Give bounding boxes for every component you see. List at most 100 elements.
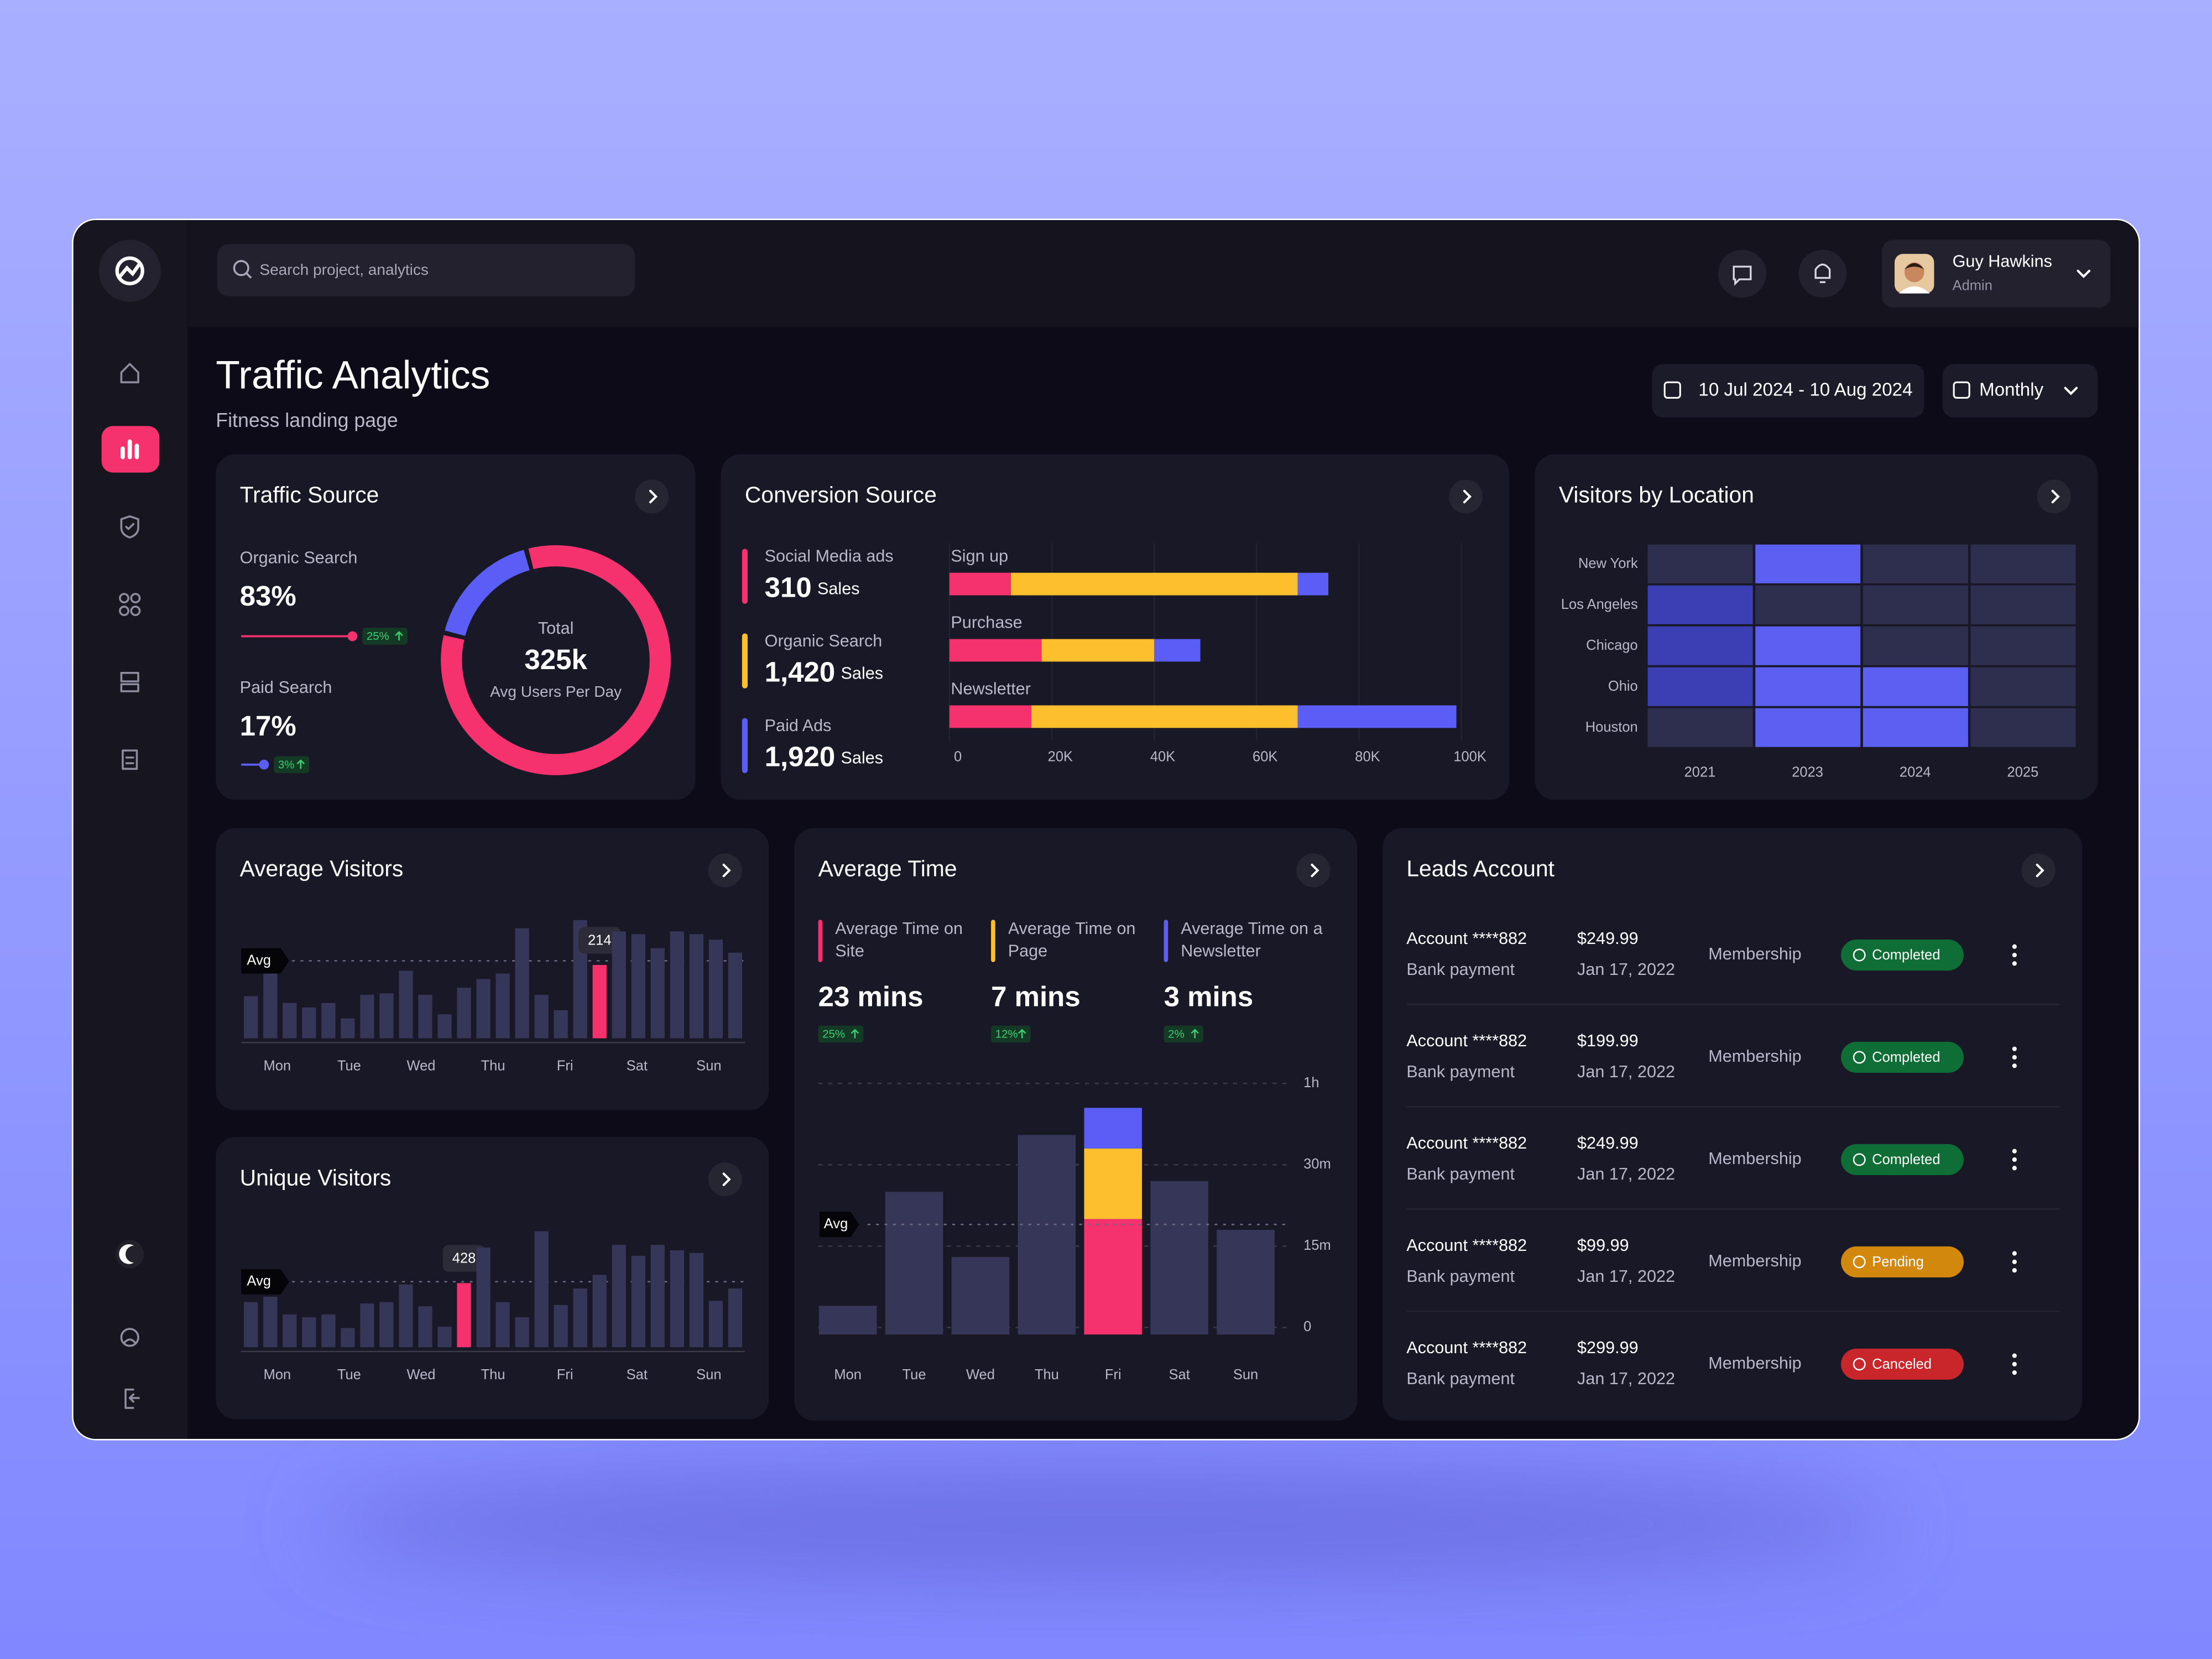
analytics-icon	[121, 439, 139, 460]
x-tick-label: Tue	[902, 1367, 926, 1383]
row-menu-dot[interactable]	[2012, 952, 2017, 958]
row-menu-dot[interactable]	[2012, 1251, 2017, 1256]
bar-segment	[949, 705, 1031, 728]
legend-name: Organic Search	[240, 548, 358, 567]
legend-name-box: Average Time on Site	[835, 919, 963, 961]
row-menu-dot[interactable]	[2012, 1149, 2017, 1154]
x-tick-label: Fri	[557, 1058, 573, 1073]
amount: $199.99	[1577, 1031, 1639, 1050]
bar	[728, 1288, 743, 1348]
row-menu-dot[interactable]	[2012, 1268, 2017, 1273]
sidebar	[73, 220, 188, 1439]
card-arrow-button[interactable]	[1296, 853, 1331, 888]
row-menu-dot[interactable]	[2012, 944, 2017, 949]
card-arrow-button[interactable]	[1448, 479, 1483, 514]
heat-cell	[1647, 544, 1753, 583]
x-tick-label: Wed	[966, 1367, 995, 1383]
bar	[689, 934, 703, 1039]
chevron	[1463, 489, 1472, 504]
calendar-icon	[1953, 381, 1970, 399]
card-arrow-button[interactable]	[708, 1162, 742, 1197]
category-label: Purchase	[951, 613, 1022, 632]
change-label: 25%	[822, 1029, 845, 1041]
row-menu-dot[interactable]	[2012, 1055, 2017, 1060]
bar-segment	[1041, 639, 1155, 662]
bar-segment	[1084, 1219, 1142, 1335]
row-label: Chicago	[1586, 638, 1638, 653]
row-menu-dot[interactable]	[2012, 1166, 2017, 1171]
row-menu-dot[interactable]	[2012, 1353, 2017, 1358]
profile-icon[interactable]	[120, 1328, 139, 1347]
card-arrow-button[interactable]	[2021, 853, 2056, 888]
home-icon[interactable]	[120, 363, 139, 384]
bar	[592, 964, 607, 1039]
card-title: Average Visitors	[240, 856, 404, 881]
bar	[534, 1231, 549, 1348]
account: Account ****882	[1406, 1134, 1527, 1152]
row-menu-dot[interactable]	[2012, 1063, 2017, 1068]
heat-cell	[1970, 667, 2076, 706]
status-pill	[1841, 1041, 1964, 1073]
date-range-button[interactable]	[1652, 364, 1924, 418]
category-label: Newsletter	[951, 680, 1031, 698]
column-label: 2025	[2007, 765, 2039, 780]
up-arrow-icon	[296, 759, 305, 769]
up-arrow-icon	[1018, 1029, 1026, 1039]
avatar-body	[1898, 286, 1930, 294]
shadow	[316, 1467, 1896, 1580]
shield-icon[interactable]	[120, 515, 139, 539]
bar-segment	[1010, 572, 1298, 596]
row-menu-dot[interactable]	[2012, 961, 2017, 966]
card-arrow-button[interactable]	[2037, 479, 2071, 514]
row-label: Houston	[1585, 719, 1638, 735]
x-tick-label: Thu	[481, 1058, 505, 1073]
bar	[495, 973, 510, 1039]
card-arrow-button[interactable]	[634, 479, 669, 514]
bar	[728, 952, 743, 1039]
sales-unit: Sales	[841, 749, 884, 768]
card	[216, 828, 769, 1110]
logout-icon[interactable]	[124, 1388, 140, 1409]
row-menu-dot[interactable]	[2012, 1046, 2017, 1051]
clipboard-icon[interactable]	[122, 749, 138, 770]
payment-method: Bank payment	[1406, 1062, 1515, 1081]
account: Account ****882	[1406, 929, 1527, 948]
notifications-button[interactable]	[1798, 249, 1847, 298]
account: Account ****882	[1406, 1236, 1527, 1255]
x-tick-label: Sun	[1233, 1367, 1258, 1383]
legend-sales: 1,420 Sales	[765, 656, 883, 688]
messages-button[interactable]	[1718, 249, 1766, 298]
bar	[283, 1003, 297, 1039]
heat-cell	[1970, 626, 2076, 665]
date: Jan 17, 2022	[1577, 1165, 1675, 1183]
period-button[interactable]	[1942, 364, 2098, 418]
value-label: 428	[452, 1251, 476, 1266]
legend-name: Social Media ads	[765, 547, 894, 566]
bar	[515, 928, 529, 1039]
payment-method: Bank payment	[1406, 960, 1515, 979]
period: Monthly	[1979, 379, 2044, 400]
donut-center-value: 325k	[524, 644, 587, 675]
x-tick-label: Fri	[557, 1367, 573, 1383]
row-menu-dot[interactable]	[2012, 1259, 2017, 1264]
account: Account ****882	[1406, 1031, 1527, 1050]
bar	[708, 1301, 723, 1348]
x-tick-label: 0	[954, 749, 962, 765]
heat-cell	[1647, 708, 1753, 747]
server-icon[interactable]	[120, 672, 139, 692]
type: Membership	[1708, 945, 1801, 963]
legend-name: Paid Search	[240, 678, 332, 697]
row-menu-dot[interactable]	[2012, 1157, 2017, 1162]
row-menu-dot[interactable]	[2012, 1370, 2017, 1375]
calendar-icon	[1663, 381, 1681, 399]
bar	[670, 1250, 684, 1348]
search-box[interactable]	[217, 244, 635, 296]
bar	[515, 1317, 529, 1348]
user-menu[interactable]	[1882, 239, 2111, 308]
apps-icon[interactable]	[119, 593, 141, 616]
bar	[360, 1303, 374, 1348]
card-title: Traffic Source	[240, 482, 379, 508]
row-menu-dot[interactable]	[2012, 1361, 2017, 1366]
card-arrow-button[interactable]	[708, 853, 742, 888]
